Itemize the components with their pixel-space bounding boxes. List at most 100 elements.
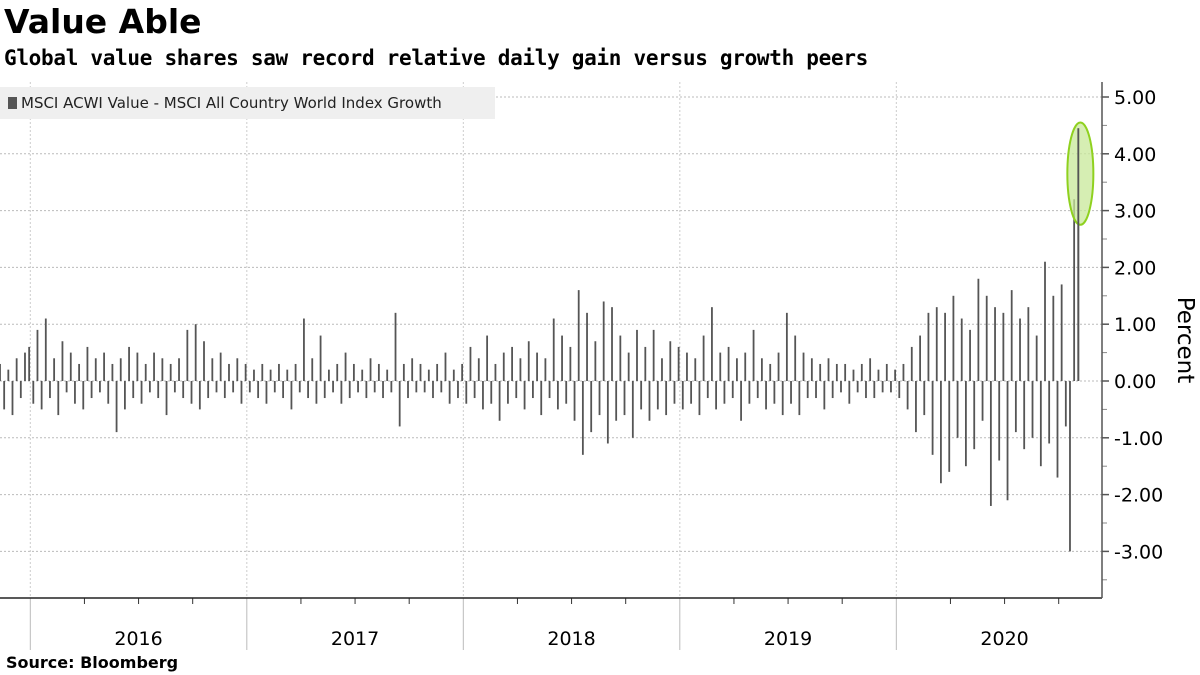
chart-title: Value Able: [4, 2, 202, 41]
bar: [148, 381, 151, 393]
bar: [1002, 312, 1005, 381]
bar: [544, 358, 547, 381]
x-tick-label: 2016: [114, 628, 162, 650]
bar: [28, 346, 31, 381]
bar: [190, 381, 193, 404]
bar: [865, 381, 867, 399]
bar: [627, 352, 630, 381]
bar: [573, 381, 576, 421]
bar: [124, 381, 126, 410]
bar: [906, 381, 909, 410]
bar: [140, 381, 143, 404]
bar: [444, 352, 447, 381]
bar: [698, 381, 701, 416]
bar: [382, 381, 384, 399]
bar: [831, 381, 834, 399]
bar: [727, 346, 730, 381]
bar: [452, 369, 455, 381]
bar: [90, 381, 93, 399]
source-note: Source: Bloomberg: [6, 653, 179, 672]
y-axis-label: Percent: [1172, 297, 1198, 384]
bar: [532, 381, 534, 399]
bar: [869, 358, 872, 381]
bar: [136, 352, 139, 381]
y-tick-label: 2.00: [1114, 257, 1156, 279]
bar: [394, 312, 397, 381]
bar: [1073, 199, 1076, 381]
bar: [223, 381, 226, 399]
bar: [706, 381, 709, 399]
bar: [278, 363, 280, 381]
bar: [32, 381, 35, 404]
bar: [303, 318, 305, 381]
x-tick-label: 2019: [764, 628, 812, 650]
bar: [40, 381, 43, 410]
bar: [465, 381, 468, 404]
bar: [702, 335, 705, 381]
bar: [931, 381, 934, 455]
bar: [860, 363, 863, 381]
bar: [128, 346, 130, 381]
bar: [611, 307, 613, 381]
bar: [752, 329, 755, 381]
bar: [586, 312, 588, 381]
legend: MSCI ACWI Value - MSCI All Country World…: [0, 87, 495, 119]
x-tick-label: 2017: [331, 628, 379, 650]
bar: [1060, 284, 1063, 381]
bar: [94, 358, 97, 381]
bar: [681, 381, 684, 410]
bar: [852, 369, 855, 381]
bar: [1019, 318, 1021, 381]
y-tick-label: 0.00: [1114, 371, 1156, 393]
legend-label: MSCI ACWI Value - MSCI All Country World…: [21, 94, 442, 112]
bar: [161, 358, 164, 381]
bar: [819, 363, 822, 381]
bar: [898, 381, 901, 399]
bar: [640, 381, 643, 410]
chart-subtitle: Global value shares saw record relative …: [4, 46, 869, 70]
bar: [19, 381, 22, 399]
bar: [494, 363, 497, 381]
bar: [998, 381, 1001, 461]
y-tick-label: -3.00: [1114, 541, 1163, 563]
bar: [673, 381, 676, 404]
bar: [165, 381, 168, 416]
axes: 5.00 4.00 3.00 2.00 1.00 0.00 -1.00 -2.00 -3.00 2…: [0, 82, 1163, 650]
x-tick-label: 2018: [547, 628, 595, 650]
bar: [203, 341, 205, 381]
bar: [11, 381, 14, 416]
y-tick-label: -1.00: [1114, 428, 1163, 450]
bar: [15, 358, 18, 381]
bar: [269, 369, 272, 381]
bar: [652, 329, 655, 381]
bar: [24, 352, 26, 381]
bar: [840, 381, 842, 393]
bar: [690, 381, 693, 404]
bar: [215, 381, 218, 393]
bar: [490, 381, 493, 404]
bar: [282, 381, 285, 399]
bar: [153, 352, 155, 381]
bar: [760, 358, 763, 381]
bar: [519, 358, 522, 381]
bar: [290, 381, 293, 410]
bar: [273, 381, 276, 393]
bar: [69, 352, 72, 381]
bar: [806, 381, 809, 399]
bar: [157, 381, 160, 399]
bar: [173, 381, 176, 393]
bar: [694, 358, 697, 381]
bar: [1035, 335, 1038, 381]
bar: [994, 307, 996, 381]
bar: [265, 381, 268, 404]
bar: [540, 381, 543, 416]
bar: [423, 381, 426, 393]
bar: [835, 363, 838, 381]
bar: [477, 358, 480, 381]
bar: [669, 341, 672, 381]
bar: [99, 381, 101, 393]
bar: [919, 335, 922, 381]
bar: [964, 381, 967, 467]
bar: [448, 381, 451, 404]
bar: [1056, 381, 1059, 478]
